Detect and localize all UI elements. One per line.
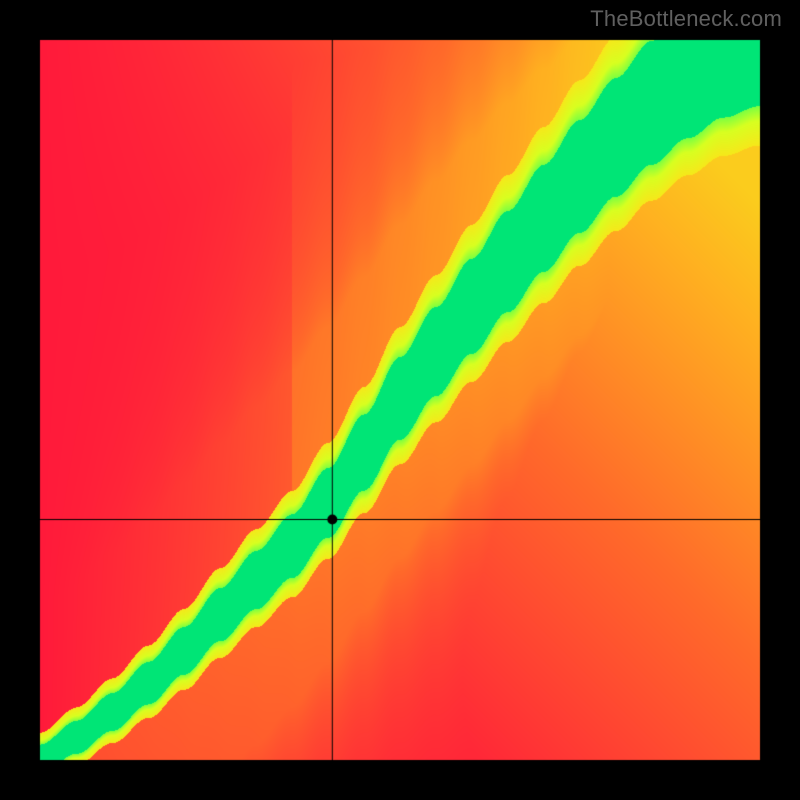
watermark-text: TheBottleneck.com — [590, 6, 782, 32]
bottleneck-heatmap — [0, 0, 800, 800]
chart-container: TheBottleneck.com — [0, 0, 800, 800]
